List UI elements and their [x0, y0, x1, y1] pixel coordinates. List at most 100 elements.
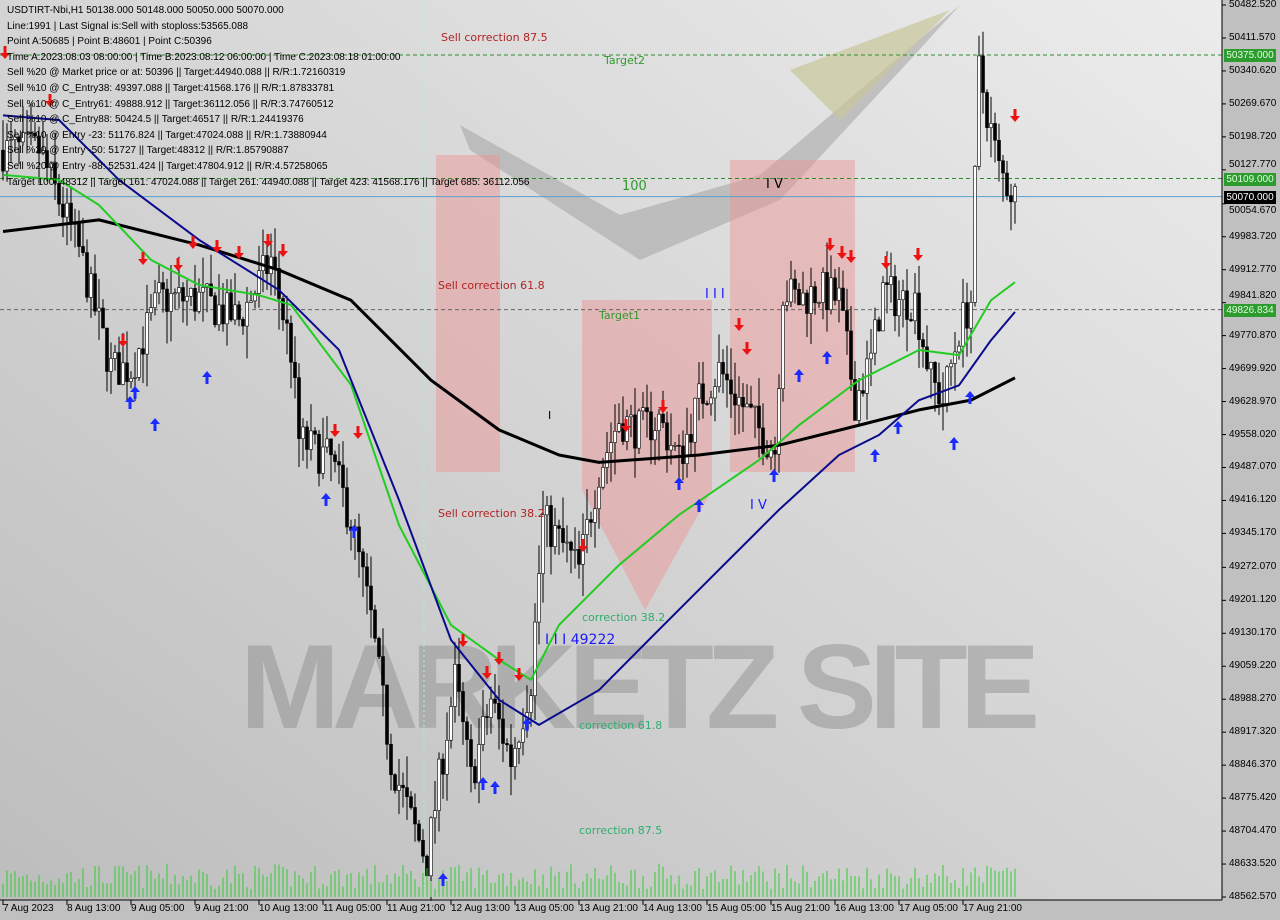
candle-body [593, 508, 597, 523]
candle-body [697, 383, 701, 399]
y-tick-label: 50127.770 [1229, 158, 1277, 170]
candle-body [773, 450, 777, 455]
candle-body [365, 566, 369, 587]
candle-body [797, 289, 801, 306]
candle-body [453, 664, 457, 707]
candle-body [269, 256, 273, 274]
buy-arrow-icon [130, 386, 140, 399]
price-level-tag: 50375.000 [1224, 48, 1276, 62]
info-line: Sell %10 @ Entry -23: 51176.824 || Targe… [7, 129, 327, 141]
candle-body [589, 519, 593, 523]
candle-body [729, 379, 733, 395]
candle-body [181, 287, 185, 302]
candle-body [933, 362, 937, 383]
candle-body [725, 373, 729, 381]
candle-body [657, 413, 661, 431]
buy-arrow-icon [870, 449, 880, 462]
candle-body [861, 390, 865, 394]
candle-body [369, 585, 373, 611]
candle-body [721, 362, 725, 375]
candle-body [1, 149, 5, 172]
x-tick-label: 14 Aug 13:00 [643, 903, 702, 914]
candle-body [161, 282, 165, 290]
candle-body [909, 319, 913, 322]
sell-arrow-icon [621, 419, 631, 432]
candle-body [537, 573, 541, 623]
info-line: Sell %10 @ C_Entry61: 49888.912 || Targe… [7, 98, 334, 110]
candle-body [561, 528, 565, 543]
x-tick-label: 8 Aug 13:00 [67, 903, 121, 914]
candle-body [101, 307, 105, 329]
candle-body [225, 292, 229, 325]
candle-body [449, 706, 453, 741]
candle-body [905, 290, 909, 320]
signal-info-panel: USDTIRT-Nbi,H1 50138.000 50148.000 50050… [7, 3, 530, 190]
buy-arrow-icon [438, 873, 448, 886]
candle-body [29, 132, 33, 134]
candle-body [777, 388, 781, 455]
candle-body [457, 664, 461, 692]
candle-body [857, 390, 861, 421]
candle-body [585, 519, 589, 535]
candle-body [5, 140, 9, 172]
y-tick-label: 48917.320 [1229, 726, 1277, 738]
candle-body [441, 758, 445, 775]
candle-body [809, 286, 813, 314]
candle-body [305, 426, 309, 450]
sell-arrow-icon [825, 238, 835, 251]
candle-body [641, 407, 645, 412]
candle-body [233, 304, 237, 321]
candle-body [553, 525, 557, 547]
candle-body [145, 312, 149, 355]
y-tick-label: 49416.120 [1229, 494, 1277, 506]
candle-body [49, 162, 53, 168]
candle-body [209, 283, 213, 297]
x-tick-label: 16 Aug 13:00 [835, 903, 894, 914]
x-tick-label: 13 Aug 21:00 [579, 903, 638, 914]
candle-body [925, 346, 929, 370]
y-tick-label: 49628.970 [1229, 395, 1277, 407]
sell-arrow-icon [263, 234, 273, 247]
candle-body [917, 292, 921, 340]
candle-body [529, 695, 533, 713]
candle-body [345, 487, 349, 528]
candle-body [545, 505, 549, 516]
candle-body [417, 823, 421, 841]
chart-annotation: Target1 [599, 309, 641, 322]
candle-body [177, 287, 181, 294]
candle-body [821, 272, 825, 303]
watermark: MARKETZ SITE [240, 620, 1040, 754]
candle-body [605, 452, 609, 468]
candle-body [445, 739, 449, 775]
candle-body [121, 362, 125, 385]
buy-arrow-icon [674, 477, 684, 490]
y-tick-label: 50411.570 [1229, 31, 1276, 43]
candle-body [745, 403, 749, 408]
candle-body [281, 298, 285, 321]
candle-body [813, 286, 817, 304]
info-line: Point A:50685 | Point B:48601 | Point C:… [7, 36, 212, 48]
buy-arrow-icon [949, 437, 959, 450]
sell-arrow-icon [0, 46, 10, 59]
candle-body [853, 378, 857, 421]
candle-body [333, 454, 337, 462]
candle-body [149, 307, 153, 314]
x-tick-label: 15 Aug 21:00 [771, 903, 830, 914]
candle-body [617, 423, 621, 432]
candle-body [513, 748, 517, 768]
candle-body [249, 300, 253, 303]
candle-body [337, 461, 341, 466]
sell-arrow-icon [658, 400, 668, 413]
y-tick-label: 49912.770 [1229, 263, 1277, 275]
sell-zone-left [436, 155, 500, 472]
moving-average-line [2, 173, 1016, 681]
buy-arrow-icon [822, 351, 832, 364]
x-tick-label: 12 Aug 13:00 [451, 903, 510, 914]
info-line: Line:1991 | Last Signal is:Sell with sto… [7, 20, 249, 32]
x-tick-label: 15 Aug 05:00 [707, 903, 766, 914]
candle-body [185, 295, 189, 302]
candle-body [569, 541, 573, 551]
candle-body [1005, 172, 1009, 196]
sell-arrow-icon [118, 334, 128, 347]
